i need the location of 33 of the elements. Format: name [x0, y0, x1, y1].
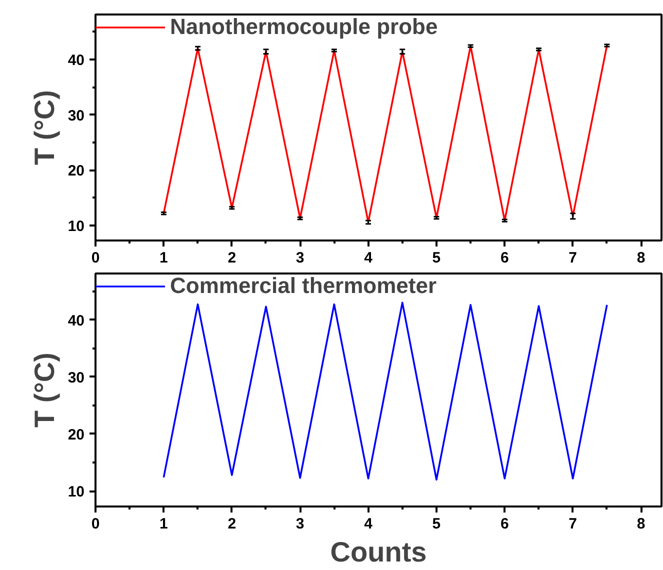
x-tick-label: 6 [500, 250, 509, 266]
x-tick-label: 0 [91, 250, 100, 266]
x-axis-title: Counts [330, 536, 427, 568]
y-tick-label: 10 [68, 484, 85, 501]
x-tick-label: 2 [228, 516, 236, 532]
x-tick-label: 2 [228, 250, 236, 266]
y-tick-label: 40 [68, 52, 85, 69]
y-tick-label: 20 [68, 426, 85, 444]
x-tick-label: 7 [568, 516, 578, 532]
x-tick-label: 0 [91, 516, 100, 532]
x-tick-label: 1 [160, 250, 168, 266]
y-axis-title: T (°C) [28, 352, 60, 428]
x-tick-label: 6 [500, 516, 509, 532]
y-tick-label: 30 [68, 369, 85, 386]
x-tick-label: 5 [432, 516, 441, 532]
x-tick-label: 5 [432, 250, 441, 266]
x-tick-label: 7 [568, 250, 578, 266]
x-tick-label: 4 [364, 250, 374, 266]
line-series [162, 302, 608, 481]
y-tick-label: 40 [68, 312, 85, 330]
x-tick-label: 8 [636, 250, 646, 266]
x-tick-label: 3 [296, 516, 304, 532]
y-axis-title: T (°C) [28, 90, 60, 165]
line-series [162, 44, 608, 224]
x-tick-label: 1 [160, 516, 168, 532]
y-tick-label: 20 [68, 162, 85, 180]
legend-label: Commercial thermometer [170, 273, 437, 299]
legend-label: Nanothermocouple probe [170, 14, 438, 40]
x-tick-label: 8 [636, 516, 646, 532]
x-tick-label: 4 [364, 516, 374, 532]
y-tick-label: 30 [68, 107, 85, 124]
y-tick-label: 10 [68, 218, 85, 236]
x-tick-label: 3 [296, 250, 304, 266]
